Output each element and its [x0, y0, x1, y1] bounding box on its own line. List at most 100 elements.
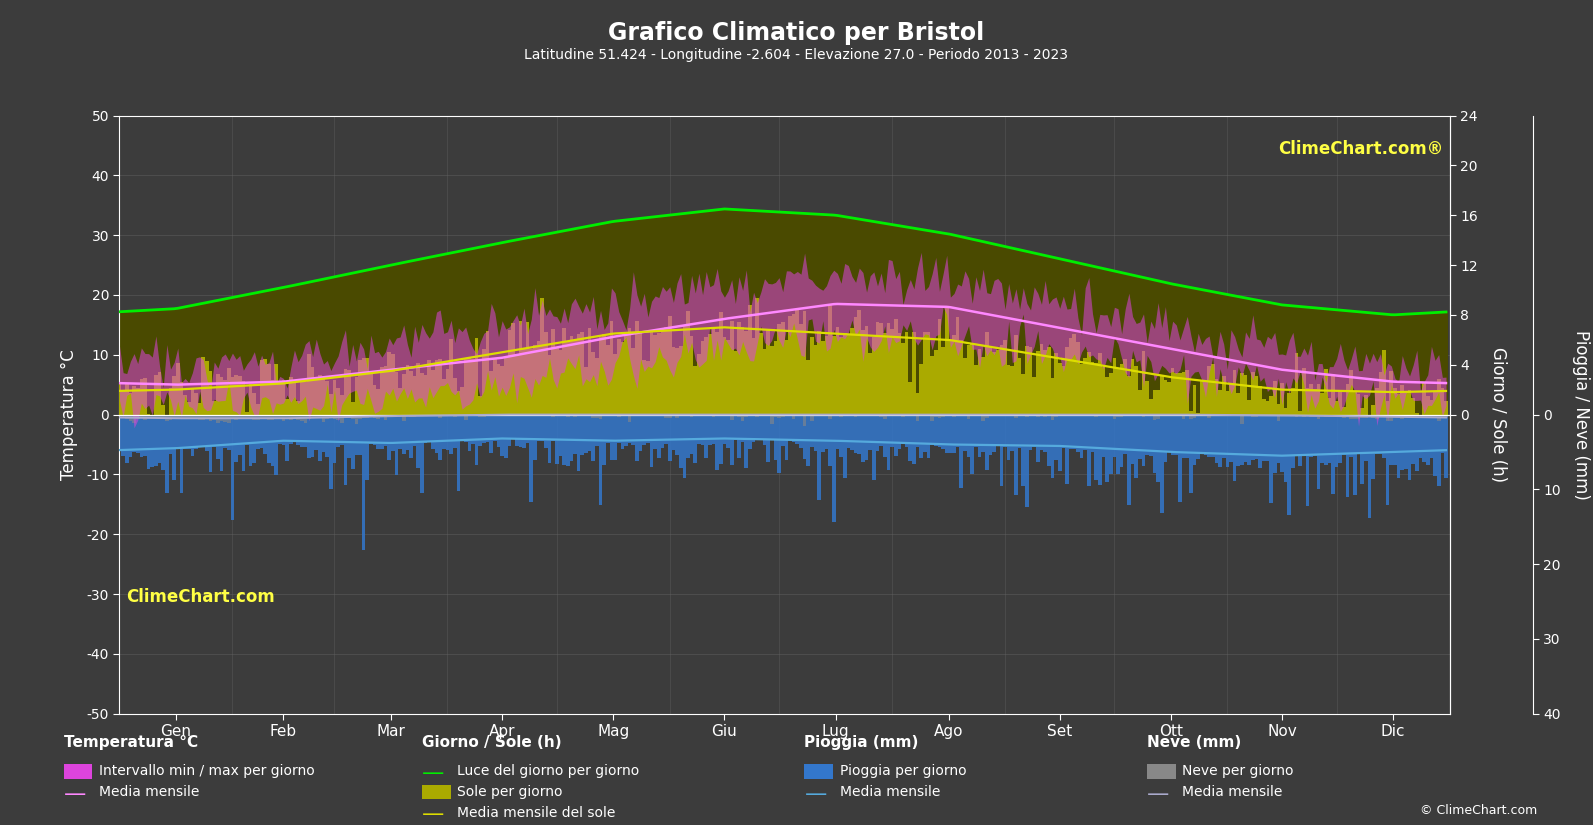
Bar — [234, 414, 237, 420]
Bar — [526, 414, 529, 443]
Bar — [1346, 311, 1349, 414]
Bar — [690, 414, 693, 417]
Bar — [1153, 414, 1157, 420]
Bar — [1047, 414, 1051, 416]
Bar — [155, 414, 158, 418]
Bar — [1098, 353, 1102, 414]
Bar — [879, 414, 883, 417]
Bar — [1258, 414, 1262, 468]
Bar — [1426, 395, 1429, 414]
Bar — [370, 414, 373, 444]
Bar — [180, 414, 183, 419]
Bar — [616, 414, 621, 442]
Bar — [1375, 414, 1378, 455]
Bar — [628, 328, 631, 414]
Y-axis label: Giorno / Sole (h): Giorno / Sole (h) — [1489, 347, 1507, 482]
Bar — [774, 342, 777, 414]
Bar — [1273, 414, 1276, 473]
Bar — [441, 380, 446, 414]
Bar — [902, 226, 905, 414]
Bar — [1375, 314, 1378, 414]
Bar — [828, 214, 832, 414]
Bar — [347, 414, 350, 458]
Bar — [828, 305, 832, 414]
Bar — [336, 414, 339, 420]
Bar — [268, 414, 271, 464]
Bar — [1284, 305, 1287, 414]
Bar — [1021, 251, 1024, 414]
Bar — [1321, 414, 1324, 463]
Bar — [741, 327, 744, 414]
Bar — [350, 414, 355, 419]
Bar — [529, 414, 534, 502]
Bar — [150, 310, 155, 414]
Bar — [795, 310, 800, 414]
Bar — [1411, 414, 1415, 464]
Bar — [256, 414, 260, 420]
Bar — [723, 337, 726, 414]
Bar — [902, 414, 905, 417]
Bar — [948, 234, 953, 414]
Bar — [304, 414, 307, 446]
Bar — [253, 293, 256, 414]
Text: —: — — [804, 784, 827, 804]
Bar — [1193, 385, 1196, 414]
Bar — [271, 414, 274, 465]
Bar — [851, 414, 854, 417]
Bar — [457, 414, 460, 416]
Bar — [1061, 366, 1066, 414]
Bar — [155, 375, 158, 414]
Bar — [840, 216, 843, 414]
Bar — [1018, 250, 1021, 414]
Bar — [1290, 414, 1295, 416]
Bar — [707, 210, 712, 414]
Bar — [548, 355, 551, 414]
Bar — [467, 249, 472, 414]
Bar — [1239, 373, 1244, 414]
Bar — [919, 229, 922, 414]
Bar — [365, 414, 370, 479]
Bar — [624, 333, 628, 414]
Bar — [687, 213, 690, 414]
Bar — [1051, 378, 1055, 414]
Bar — [169, 414, 172, 420]
Bar — [865, 414, 868, 460]
Bar — [605, 345, 610, 414]
Bar — [1219, 390, 1222, 414]
Bar — [843, 414, 846, 417]
Bar — [135, 311, 140, 414]
Bar — [180, 308, 183, 414]
Bar — [1360, 414, 1364, 483]
Bar — [376, 414, 381, 450]
Bar — [832, 336, 836, 414]
Bar — [1251, 372, 1255, 414]
Bar — [1043, 414, 1047, 451]
Bar — [981, 356, 984, 414]
Bar — [1214, 380, 1219, 414]
Bar — [1378, 372, 1383, 414]
Bar — [777, 212, 781, 414]
Bar — [441, 414, 446, 417]
Bar — [1233, 414, 1236, 416]
Bar — [472, 359, 475, 414]
Bar — [370, 269, 373, 414]
Bar — [500, 414, 503, 455]
Bar — [1287, 414, 1290, 515]
Bar — [1149, 414, 1153, 416]
Bar — [398, 414, 401, 449]
Bar — [347, 370, 350, 414]
Bar — [851, 328, 854, 414]
Bar — [1262, 301, 1265, 414]
Bar — [1142, 414, 1145, 417]
Bar — [857, 414, 862, 455]
Bar — [605, 414, 610, 417]
Bar — [1168, 382, 1171, 414]
Bar — [1077, 414, 1080, 416]
Bar — [237, 296, 242, 414]
Bar — [464, 414, 467, 441]
Bar — [1332, 309, 1335, 414]
Bar — [653, 414, 656, 449]
Bar — [712, 414, 715, 417]
Bar — [409, 414, 413, 417]
Bar — [789, 213, 792, 414]
